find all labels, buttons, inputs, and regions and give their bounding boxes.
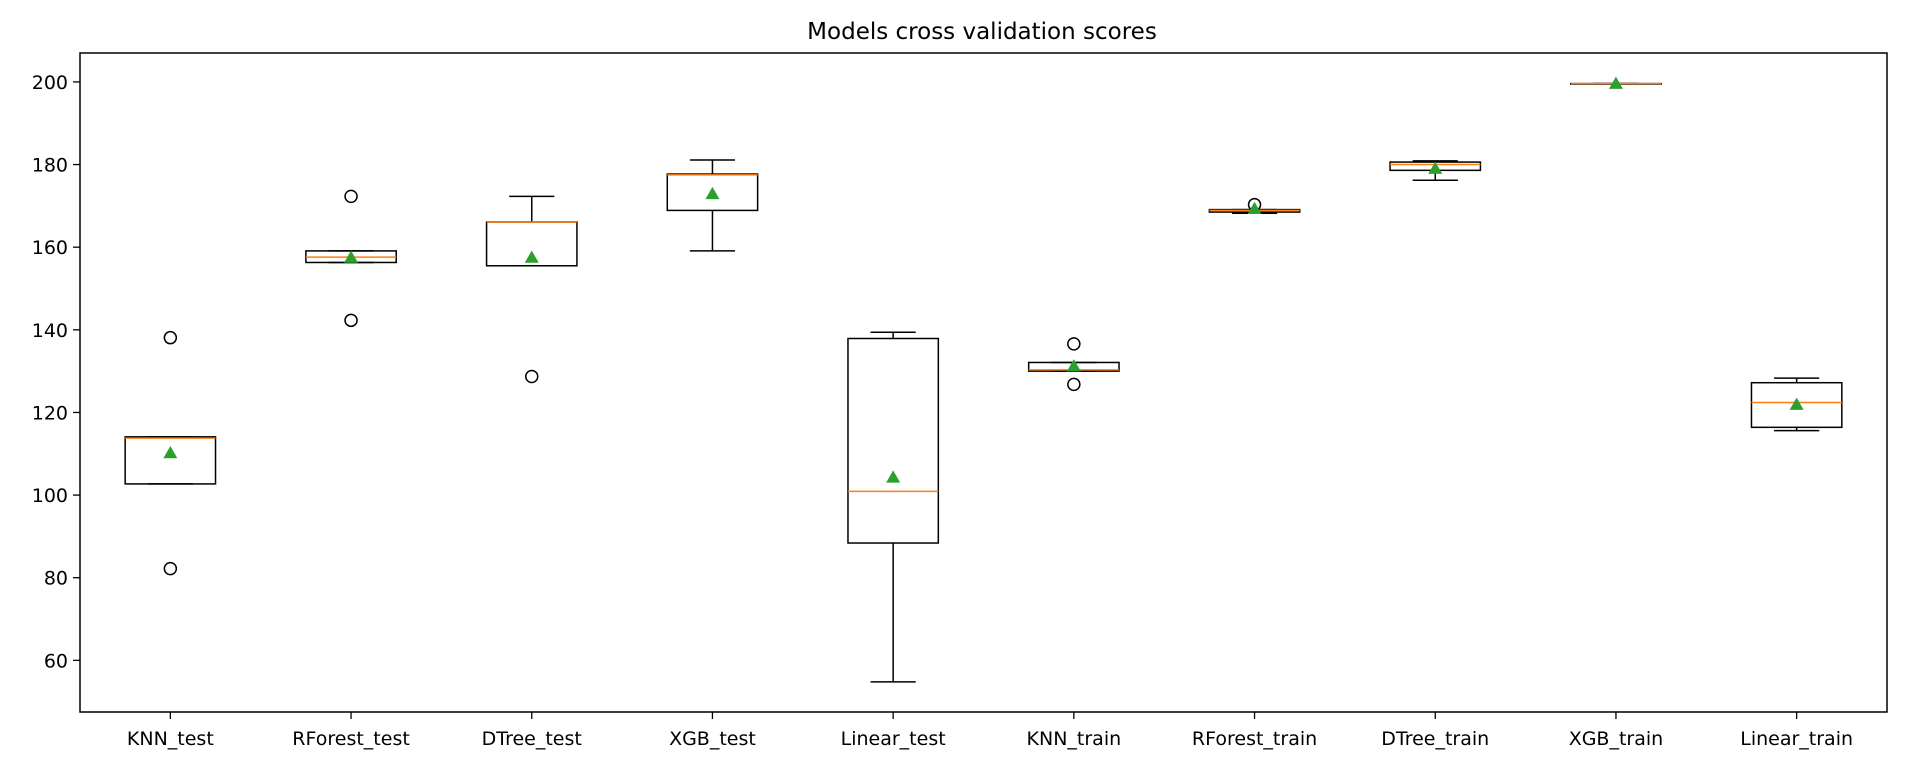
x-axis: KNN_test RForest_test DTree_test XGB_test Li…	[127, 712, 1853, 750]
box-KNN_train	[1027, 337, 1120, 392]
x-tick-label: Linear_train	[1740, 728, 1853, 750]
x-tick-label: RForest_test	[292, 728, 410, 750]
x-tick-label: KNN_train	[1027, 728, 1122, 750]
x-tick-label: XGB_test	[669, 728, 756, 750]
mean-marker	[524, 250, 539, 263]
x-tick-label: KNN_test	[127, 728, 214, 750]
box-Linear_test	[847, 331, 940, 683]
flier-point	[1067, 337, 1081, 351]
mean-marker	[886, 470, 901, 483]
box-RForest_train	[1208, 197, 1301, 215]
mean-marker	[1789, 397, 1804, 410]
iqr-box	[666, 173, 759, 212]
mean-marker	[1066, 359, 1081, 372]
box-DTree_test	[485, 195, 578, 384]
chart-title: Models cross validation scores	[807, 19, 1157, 45]
mean-marker	[163, 445, 178, 459]
x-tick-label: DTree_train	[1381, 728, 1489, 750]
plot-frame	[79, 52, 1888, 713]
box-RForest_test	[305, 189, 397, 328]
y-tick-label: 100	[32, 485, 68, 507]
mean-marker	[344, 250, 359, 263]
mean-marker	[705, 186, 720, 200]
flier-point	[163, 330, 178, 345]
y-tick-label: 60	[44, 650, 68, 672]
x-tick-label: Linear_test	[841, 728, 946, 750]
box-XGB_train	[1570, 76, 1662, 89]
y-tick-label: 160	[32, 237, 68, 259]
box-XGB_test	[666, 159, 759, 252]
flier-point	[525, 369, 539, 384]
y-tick-label: 120	[32, 402, 68, 424]
y-tick-label: 140	[32, 320, 68, 342]
iqr-box	[847, 337, 940, 544]
flier-point	[344, 313, 358, 328]
y-tick-label: 200	[32, 72, 68, 94]
flier-point	[1067, 377, 1081, 392]
x-tick-label: RForest_train	[1192, 728, 1317, 750]
flier-point	[163, 561, 178, 576]
y-tick-label: 80	[44, 568, 68, 590]
mean-marker	[1428, 161, 1443, 174]
box-plots	[124, 76, 1843, 683]
box-KNN_test	[124, 330, 217, 576]
flier-point	[344, 189, 358, 204]
mean-marker	[1608, 76, 1623, 89]
mean-marker	[1247, 201, 1262, 215]
box-Linear_train	[1750, 377, 1843, 432]
x-tick-label: XGB_train	[1569, 728, 1664, 750]
iqr-box	[1750, 381, 1843, 429]
y-axis: 60 80 100 120 140 160 180 200	[32, 72, 80, 672]
x-tick-label: DTree_test	[482, 728, 582, 750]
box-DTree_train	[1389, 160, 1482, 182]
iqr-box	[124, 436, 217, 485]
y-tick-label: 180	[32, 155, 68, 177]
